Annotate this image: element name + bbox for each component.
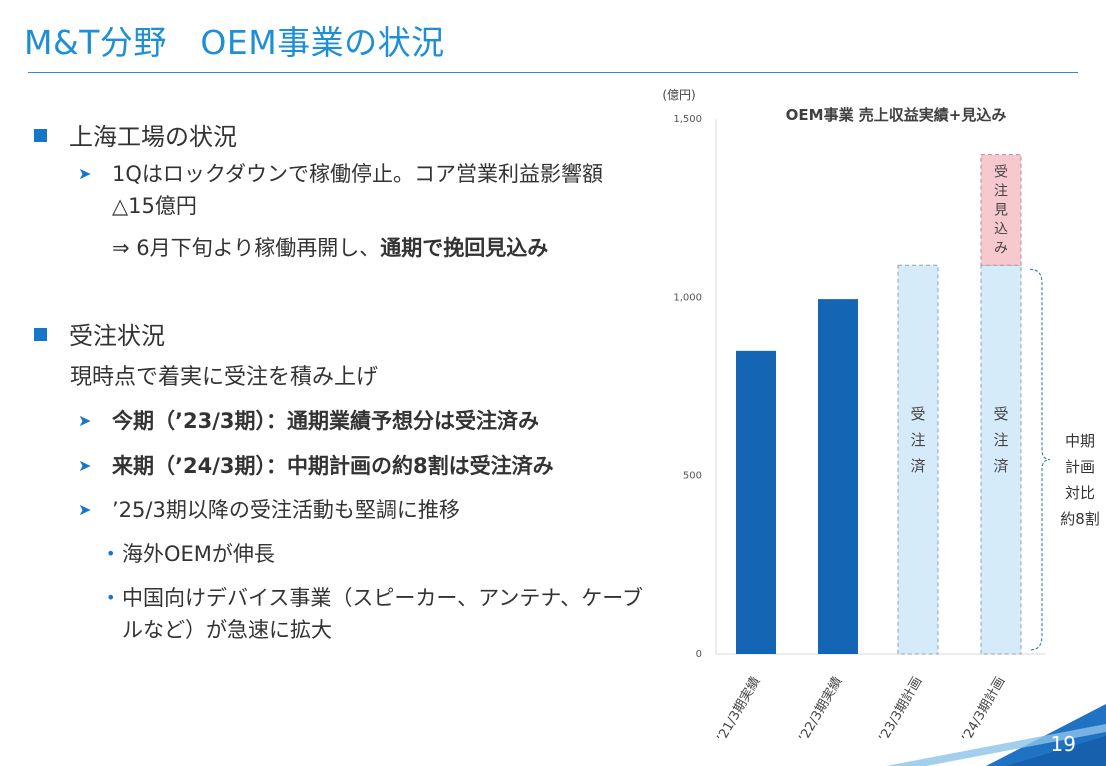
arrow-bullet-icon: ➤ bbox=[78, 164, 92, 183]
bullet-text: ’25/3期以降の受注活動も堅調に推移 bbox=[112, 498, 460, 522]
bar-plan bbox=[980, 264, 1022, 655]
bar-expected bbox=[980, 154, 1022, 266]
bar-label-expected-char: み bbox=[994, 241, 1008, 257]
bullet-text: 1Qはロックダウンで稼働停止。コア営業利益影響額 bbox=[112, 162, 604, 186]
section-heading-shanghai: 上海工場の状況 bbox=[34, 117, 237, 152]
bar-label-ordered-char: 済 bbox=[993, 457, 1008, 475]
arrow-bullet-icon: ➤ bbox=[78, 411, 92, 430]
bar-label-ordered-char: 受 bbox=[993, 405, 1008, 423]
section-heading-orders: 受注状況 bbox=[34, 316, 165, 351]
y-tick-label: 0 bbox=[696, 649, 702, 660]
bar-label-ordered-char: 注 bbox=[910, 431, 925, 449]
section-heading-text: 上海工場の状況 bbox=[69, 123, 237, 151]
y-axis-unit-label: (億円) bbox=[662, 88, 695, 102]
title-divider bbox=[28, 72, 1078, 73]
bar-label-expected-char: 見 bbox=[994, 203, 1008, 219]
chart-title: OEM事業 売上収益実績+見込み bbox=[786, 106, 1007, 124]
section-heading-text: 受注状況 bbox=[69, 322, 165, 350]
arrow-bullet-icon: ➤ bbox=[78, 456, 92, 475]
y-tick-label: 500 bbox=[683, 471, 702, 482]
square-bullet-icon bbox=[34, 328, 47, 341]
sub-bullet-text: 中国向けデバイス事業（スピーカー、アンテナ、ケーブ bbox=[122, 586, 644, 610]
bar-plan bbox=[897, 264, 939, 655]
y-tick-label: 1,000 bbox=[673, 292, 702, 303]
bullet-text: 来期（’24/3期）：中期計画の約8割は受注済み bbox=[112, 454, 554, 478]
bullet-text: △15億円 bbox=[112, 194, 197, 218]
page-title: M&T分野 OEM事業の状況 bbox=[24, 23, 445, 62]
bar-label-ordered-char: 注 bbox=[993, 431, 1008, 449]
dot-bullet-icon: • bbox=[106, 544, 116, 563]
bar-actual bbox=[736, 350, 776, 654]
brace-label-line: 中期 bbox=[1065, 432, 1095, 450]
dot-bullet-icon: • bbox=[106, 588, 116, 607]
brace-annotation bbox=[1029, 268, 1051, 651]
arrow-bullet-icon: ➤ bbox=[78, 500, 92, 519]
intro-text: 現時点で着実に受注を積み上げ bbox=[70, 365, 379, 390]
page-number: 19 bbox=[1050, 732, 1076, 756]
footer-corner-decoration bbox=[886, 704, 1106, 766]
sub-bullet-text: 海外OEMが伸長 bbox=[122, 542, 275, 566]
bar-actual bbox=[818, 299, 858, 654]
brace-label-line: 対比 bbox=[1065, 484, 1095, 502]
bar-label-ordered-char: 受 bbox=[910, 405, 925, 423]
bar-label-ordered-char: 済 bbox=[910, 457, 925, 475]
sub-bullet-bold: 通期で挽回見込み bbox=[380, 236, 549, 260]
bullet-text: 今期（’23/3期）：通期業績予想分は受注済み bbox=[112, 409, 539, 433]
brace-label-line: 約8割 bbox=[1060, 510, 1100, 528]
bar-label-expected-char: 注 bbox=[994, 184, 1008, 200]
bar-label-expected-char: 受 bbox=[994, 165, 1008, 181]
sub-bullet-text: ⇒ 6月下旬より稼働再開し、通期で挽回見込み bbox=[112, 232, 548, 264]
y-tick-label: 1,500 bbox=[673, 114, 702, 125]
sub-bullet-prefix: ⇒ 6月下旬より稼働再開し、 bbox=[112, 236, 381, 260]
square-bullet-icon bbox=[34, 129, 47, 142]
bar-label-expected-char: 込 bbox=[994, 222, 1008, 238]
sub-bullet-text: ルなど）が急速に拡大 bbox=[122, 618, 332, 642]
brace-label-line: 計画 bbox=[1065, 458, 1095, 476]
